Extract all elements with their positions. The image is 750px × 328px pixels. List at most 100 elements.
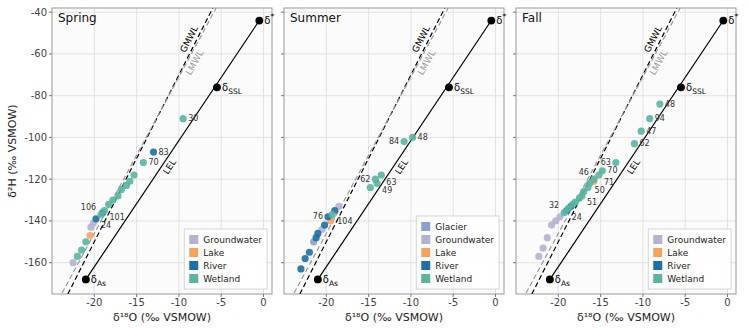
y-tick <box>513 137 516 138</box>
reference-label: δAs <box>323 274 338 289</box>
data-point <box>97 211 104 218</box>
y-tick <box>281 95 284 96</box>
reference-point <box>314 275 322 283</box>
legend-box <box>416 216 499 289</box>
legend-swatch <box>189 248 198 257</box>
y-tick <box>281 179 284 180</box>
text-layer: SpringGroundwaterLakeRiverWetlandGMWLLMW… <box>58 11 274 289</box>
y-tick <box>513 12 516 13</box>
panel-title: Spring <box>58 11 97 25</box>
x-tick-label: -20 <box>550 297 566 308</box>
panel: -20-15-10-50δ¹⁸O (‰ VSMOW)FallGroundwate… <box>513 8 738 324</box>
point-label: 24 <box>101 221 111 230</box>
label-part: As <box>329 279 338 288</box>
grid-line <box>516 179 736 180</box>
data-point <box>539 244 546 251</box>
legend-swatch <box>421 235 430 244</box>
point-label: 48 <box>665 100 675 109</box>
legend-label: Glacier <box>435 222 467 232</box>
reference-label: δ* <box>496 12 506 27</box>
legend-swatch <box>653 274 662 283</box>
reference-line <box>526 8 680 293</box>
reference-point <box>255 17 263 25</box>
point-label: 49 <box>382 186 392 195</box>
plot-background <box>284 8 504 294</box>
figure: -20-15-10-50-160-140-120-100-80-60-40δ¹⁸… <box>0 0 750 328</box>
point-label: 71 <box>604 178 614 187</box>
grid-line <box>52 179 272 180</box>
data-point <box>74 253 81 260</box>
line-label: LEL <box>393 157 410 176</box>
label-part: SSL <box>460 87 475 96</box>
x-axis-label: δ¹⁸O (‰ VSMOW) <box>345 311 443 324</box>
legend-swatch <box>189 235 198 244</box>
data-point <box>544 234 551 241</box>
y-tick-label: -120 <box>24 174 47 185</box>
point-label: 101 <box>109 213 124 222</box>
text-layer: SummerGlacierGroundwaterLakeRiverWetland… <box>290 11 506 289</box>
legend-label: Wetland <box>203 274 240 284</box>
data-point <box>612 159 619 166</box>
reference-label: δ* <box>264 12 274 27</box>
reference-line <box>68 8 213 294</box>
data-point <box>150 148 157 155</box>
legend-label: Wetland <box>667 274 704 284</box>
x-tick-label: -15 <box>360 297 376 308</box>
data-point <box>306 249 313 256</box>
reference-label: δSSL <box>222 82 243 97</box>
y-tick <box>49 12 52 13</box>
y-tick-label: -60 <box>31 48 47 59</box>
x-tick-label: -5 <box>680 297 690 308</box>
text-layer: FallGroundwaterLakeRiverWetlandGMWLLMWLL… <box>522 11 738 289</box>
y-tick <box>281 262 284 263</box>
data-point <box>321 222 328 229</box>
data-point <box>378 171 385 178</box>
line-label: LEL <box>161 157 178 176</box>
legend-swatch <box>421 248 430 257</box>
data-point <box>638 128 645 135</box>
reference-label: δ* <box>728 12 738 27</box>
reference-label: δAs <box>555 274 570 289</box>
grid-line <box>516 220 736 221</box>
legend-label: Lake <box>667 248 688 258</box>
point-label: 50 <box>595 186 605 195</box>
legend-swatch <box>421 274 430 283</box>
point-label: 51 <box>587 198 597 207</box>
legend-label: Lake <box>435 248 456 258</box>
data-point <box>180 115 187 122</box>
legend-swatch <box>421 261 430 270</box>
grid-line <box>284 53 504 54</box>
data-point <box>401 138 408 145</box>
y-tick-label: -100 <box>24 132 47 143</box>
legend-label: River <box>667 261 691 271</box>
data-point <box>86 232 93 239</box>
reference-point <box>487 17 495 25</box>
reference-label: δSSL <box>686 82 707 97</box>
x-tick-label: -15 <box>128 297 144 308</box>
point-label: 84 <box>389 137 399 146</box>
data-point <box>302 255 309 262</box>
y-axis-label: δ²H (‰ VSMOW) <box>6 104 19 197</box>
point-label: 47 <box>646 127 656 136</box>
point-label: 106 <box>81 203 96 212</box>
point-label: 46 <box>579 168 589 177</box>
data-point <box>367 184 374 191</box>
point-label: 24 <box>572 213 582 222</box>
data-point <box>78 247 85 254</box>
reference-point <box>445 83 453 91</box>
grid-line <box>368 8 369 294</box>
grid-line <box>516 12 736 13</box>
label-part: * <box>502 12 506 21</box>
y-tick-label: -80 <box>31 90 47 101</box>
y-tick <box>281 53 284 54</box>
point-label: 62 <box>639 139 649 148</box>
x-axis-label: δ¹⁸O (‰ VSMOW) <box>577 311 675 324</box>
reference-point <box>82 275 90 283</box>
grid-line <box>52 137 272 138</box>
legend-swatch <box>653 248 662 257</box>
grid-line <box>326 8 327 294</box>
y-tick <box>281 220 284 221</box>
legend-label: River <box>435 261 459 271</box>
grid-line <box>600 8 601 294</box>
data-point <box>561 209 568 216</box>
